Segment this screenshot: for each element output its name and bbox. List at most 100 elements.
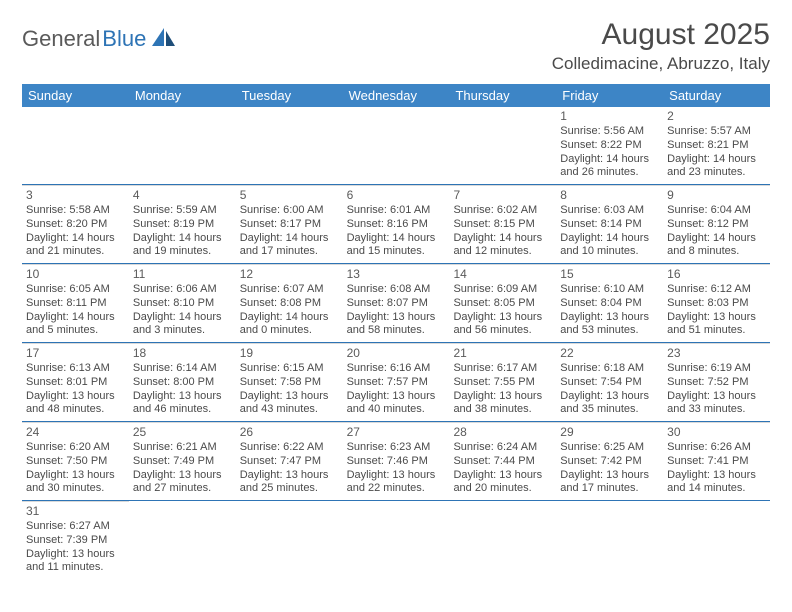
weekday-cell: Thursday [449,84,556,107]
day-number: 1 [560,109,659,124]
day-number: 4 [133,188,232,203]
day-number: 3 [26,188,125,203]
daylight-line: Daylight: 13 hours and 48 minutes. [26,390,125,418]
day-cell: 2Sunrise: 5:57 AMSunset: 8:21 PMDaylight… [663,107,770,184]
weekday-cell: Tuesday [236,84,343,107]
weekday-cell: Friday [556,84,663,107]
day-number: 22 [560,346,659,361]
daylight-line: Daylight: 13 hours and 56 minutes. [453,311,552,339]
location: Colledimacine, Abruzzo, Italy [552,54,770,74]
day-cell: 12Sunrise: 6:07 AMSunset: 8:08 PMDayligh… [236,264,343,342]
daylight-line: Daylight: 14 hours and 15 minutes. [347,232,446,260]
sunrise-line: Sunrise: 6:03 AM [560,204,659,218]
month-title: August 2025 [552,18,770,52]
day-cell: 11Sunrise: 6:06 AMSunset: 8:10 PMDayligh… [129,264,236,342]
sunset-line: Sunset: 7:39 PM [26,534,125,548]
sunrise-line: Sunrise: 5:57 AM [667,125,766,139]
sunset-line: Sunset: 8:01 PM [26,376,125,390]
day-number: 12 [240,267,339,282]
daylight-line: Daylight: 13 hours and 43 minutes. [240,390,339,418]
daylight-line: Daylight: 13 hours and 33 minutes. [667,390,766,418]
day-number: 28 [453,425,552,440]
sunset-line: Sunset: 8:22 PM [560,139,659,153]
daylight-line: Daylight: 14 hours and 23 minutes. [667,153,766,181]
day-cell-empty [22,107,129,184]
day-number: 18 [133,346,232,361]
day-cell: 18Sunrise: 6:14 AMSunset: 8:00 PMDayligh… [129,343,236,421]
weekday-cell: Wednesday [343,84,450,107]
daylight-line: Daylight: 14 hours and 0 minutes. [240,311,339,339]
day-cell: 17Sunrise: 6:13 AMSunset: 8:01 PMDayligh… [22,343,129,421]
sunrise-line: Sunrise: 6:17 AM [453,362,552,376]
sunset-line: Sunset: 8:19 PM [133,218,232,232]
sunrise-line: Sunrise: 5:56 AM [560,125,659,139]
day-cell: 10Sunrise: 6:05 AMSunset: 8:11 PMDayligh… [22,264,129,342]
week-row: 31Sunrise: 6:27 AMSunset: 7:39 PMDayligh… [22,501,770,579]
day-cell-empty [556,501,663,579]
daylight-line: Daylight: 14 hours and 17 minutes. [240,232,339,260]
sunrise-line: Sunrise: 6:07 AM [240,283,339,297]
sunrise-line: Sunrise: 6:23 AM [347,441,446,455]
daylight-line: Daylight: 13 hours and 17 minutes. [560,469,659,497]
sunrise-line: Sunrise: 6:18 AM [560,362,659,376]
sunrise-line: Sunrise: 6:04 AM [667,204,766,218]
daylight-line: Daylight: 13 hours and 22 minutes. [347,469,446,497]
day-number: 29 [560,425,659,440]
sunrise-line: Sunrise: 6:25 AM [560,441,659,455]
sunrise-line: Sunrise: 6:09 AM [453,283,552,297]
sunset-line: Sunset: 7:54 PM [560,376,659,390]
sunrise-line: Sunrise: 6:06 AM [133,283,232,297]
sunrise-line: Sunrise: 5:59 AM [133,204,232,218]
sunrise-line: Sunrise: 6:00 AM [240,204,339,218]
day-number: 26 [240,425,339,440]
sunrise-line: Sunrise: 6:20 AM [26,441,125,455]
day-cell-empty [343,107,450,184]
daylight-line: Daylight: 14 hours and 3 minutes. [133,311,232,339]
day-cell: 30Sunrise: 6:26 AMSunset: 7:41 PMDayligh… [663,422,770,500]
daylight-line: Daylight: 13 hours and 51 minutes. [667,311,766,339]
sunrise-line: Sunrise: 6:15 AM [240,362,339,376]
day-cell-empty [236,107,343,184]
sunset-line: Sunset: 8:04 PM [560,297,659,311]
sunrise-line: Sunrise: 6:22 AM [240,441,339,455]
weeks-container: 1Sunrise: 5:56 AMSunset: 8:22 PM Daylight… [22,107,770,579]
day-number: 25 [133,425,232,440]
day-cell-empty [343,501,450,579]
daylight-line: Daylight: 13 hours and 38 minutes. [453,390,552,418]
day-cell: 22Sunrise: 6:18 AMSunset: 7:54 PMDayligh… [556,343,663,421]
logo-general: General [22,26,100,52]
sunset-line: Sunset: 7:46 PM [347,455,446,469]
sunset-line: Sunset: 8:21 PM [667,139,766,153]
day-number: 16 [667,267,766,282]
sunset-line: Sunset: 8:05 PM [453,297,552,311]
sunset-line: Sunset: 8:15 PM [453,218,552,232]
day-number: 5 [240,188,339,203]
week-row: 3Sunrise: 5:58 AMSunset: 8:20 PMDaylight… [22,185,770,264]
sunrise-line: Sunrise: 5:58 AM [26,204,125,218]
day-cell: 4Sunrise: 5:59 AMSunset: 8:19 PMDaylight… [129,185,236,263]
day-cell-empty [236,501,343,579]
day-number: 10 [26,267,125,282]
daylight-line: Daylight: 14 hours and 10 minutes. [560,232,659,260]
day-cell-empty [663,501,770,579]
sunset-line: Sunset: 7:52 PM [667,376,766,390]
sunset-line: Sunset: 7:41 PM [667,455,766,469]
sunset-line: Sunset: 8:03 PM [667,297,766,311]
day-cell: 26Sunrise: 6:22 AMSunset: 7:47 PMDayligh… [236,422,343,500]
day-cell: 13Sunrise: 6:08 AMSunset: 8:07 PMDayligh… [343,264,450,342]
daylight-line: Daylight: 14 hours and 12 minutes. [453,232,552,260]
sunset-line: Sunset: 8:11 PM [26,297,125,311]
daylight-line: Daylight: 14 hours and 5 minutes. [26,311,125,339]
day-number: 13 [347,267,446,282]
sunset-line: Sunset: 8:00 PM [133,376,232,390]
day-cell: 8Sunrise: 6:03 AMSunset: 8:14 PMDaylight… [556,185,663,263]
day-cell: 27Sunrise: 6:23 AMSunset: 7:46 PMDayligh… [343,422,450,500]
week-row: 10Sunrise: 6:05 AMSunset: 8:11 PMDayligh… [22,264,770,343]
weekday-cell: Sunday [22,84,129,107]
weekday-header-row: SundayMondayTuesdayWednesdayThursdayFrid… [22,84,770,107]
day-number: 8 [560,188,659,203]
daylight-line: Daylight: 13 hours and 27 minutes. [133,469,232,497]
sunrise-line: Sunrise: 6:13 AM [26,362,125,376]
day-cell: 25Sunrise: 6:21 AMSunset: 7:49 PMDayligh… [129,422,236,500]
day-cell: 23Sunrise: 6:19 AMSunset: 7:52 PMDayligh… [663,343,770,421]
